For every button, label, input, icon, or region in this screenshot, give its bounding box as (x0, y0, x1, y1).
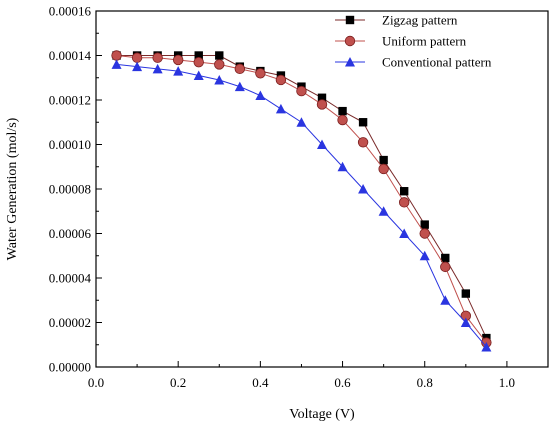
data-point (193, 70, 204, 81)
x-tick-label: 0.0 (88, 375, 104, 390)
data-point (317, 93, 327, 102)
y-tick-label: 0.00010 (49, 137, 91, 152)
legend-label: Conventional pattern (382, 55, 492, 70)
data-point (379, 155, 388, 165)
series-triangle (111, 59, 492, 352)
data-point (357, 137, 369, 148)
data-point (173, 66, 184, 76)
data-point (215, 51, 224, 60)
data-point (152, 52, 163, 63)
legend-marker (345, 57, 355, 67)
y-tick-label: 0.00014 (49, 48, 92, 63)
legend-marker (344, 35, 356, 47)
data-point (214, 59, 225, 70)
x-tick-label: 0.2 (170, 375, 186, 390)
legend-label: Uniform pattern (382, 34, 467, 49)
data-point (399, 228, 410, 238)
data-point (419, 228, 430, 239)
legend-item: Zigzag pattern (335, 13, 458, 28)
data-point (132, 61, 143, 72)
data-point (111, 59, 122, 69)
y-tick-label: 0.00008 (49, 182, 91, 197)
series-line (116, 55, 487, 339)
series-line (116, 55, 487, 343)
data-point (214, 74, 225, 85)
y-tick-label: 0.00000 (49, 360, 91, 375)
data-point (296, 85, 307, 97)
data-point (234, 81, 245, 92)
data-point (358, 118, 368, 127)
data-point (317, 139, 327, 149)
data-point (275, 74, 287, 86)
data-point (358, 184, 369, 194)
legend: Zigzag pattern Uniform pattern Conventiona… (335, 13, 492, 70)
legend-item: Uniform pattern (335, 34, 467, 49)
legend-label: Zigzag pattern (382, 13, 458, 28)
data-point (337, 114, 348, 126)
data-point (234, 63, 246, 75)
data-point (441, 253, 450, 263)
data-point (378, 206, 389, 216)
x-tick-label: 0.8 (417, 375, 433, 390)
series-layer (111, 50, 492, 352)
data-point (420, 220, 429, 229)
data-point (337, 161, 348, 172)
x-axis: 0.0 0.2 0.4 0.6 0.8 1.0 (88, 361, 515, 390)
data-point (398, 197, 410, 208)
series-circle (111, 50, 492, 348)
legend-item: Conventional pattern (335, 55, 492, 70)
x-tick-label: 0.4 (252, 375, 269, 390)
data-point (461, 289, 471, 298)
legend-marker (345, 15, 355, 25)
y-tick-label: 0.00012 (49, 93, 91, 108)
data-point (440, 295, 451, 305)
data-point (440, 261, 451, 273)
x-tick-label: 1.0 (499, 375, 515, 390)
data-point (131, 52, 143, 63)
y-tick-label: 0.00006 (49, 226, 92, 241)
data-point (194, 51, 203, 60)
series-line (116, 63, 487, 348)
y-tick-label: 0.00004 (49, 271, 92, 286)
data-point (399, 187, 409, 196)
data-point (193, 56, 204, 68)
data-point (296, 117, 307, 127)
y-tick-label: 0.00002 (49, 315, 91, 330)
data-point (111, 50, 122, 61)
x-axis-title: Voltage (V) (289, 407, 355, 422)
data-point (419, 250, 430, 261)
data-point (481, 341, 492, 352)
data-point (338, 106, 347, 116)
data-point (152, 63, 163, 74)
data-point (378, 163, 389, 175)
data-point (316, 99, 328, 110)
y-axis: 0.00000 0.00002 0.00004 0.00006 0.00008 0.000… (49, 4, 102, 375)
x-tick-label: 0.6 (334, 375, 351, 390)
data-point (460, 317, 471, 327)
data-point (255, 68, 266, 79)
y-axis-title: Water Generation (mol/s) (5, 117, 20, 260)
data-point (172, 54, 184, 66)
data-point (255, 90, 266, 101)
data-point (275, 103, 286, 114)
y-tick-label: 0.00016 (49, 4, 92, 19)
